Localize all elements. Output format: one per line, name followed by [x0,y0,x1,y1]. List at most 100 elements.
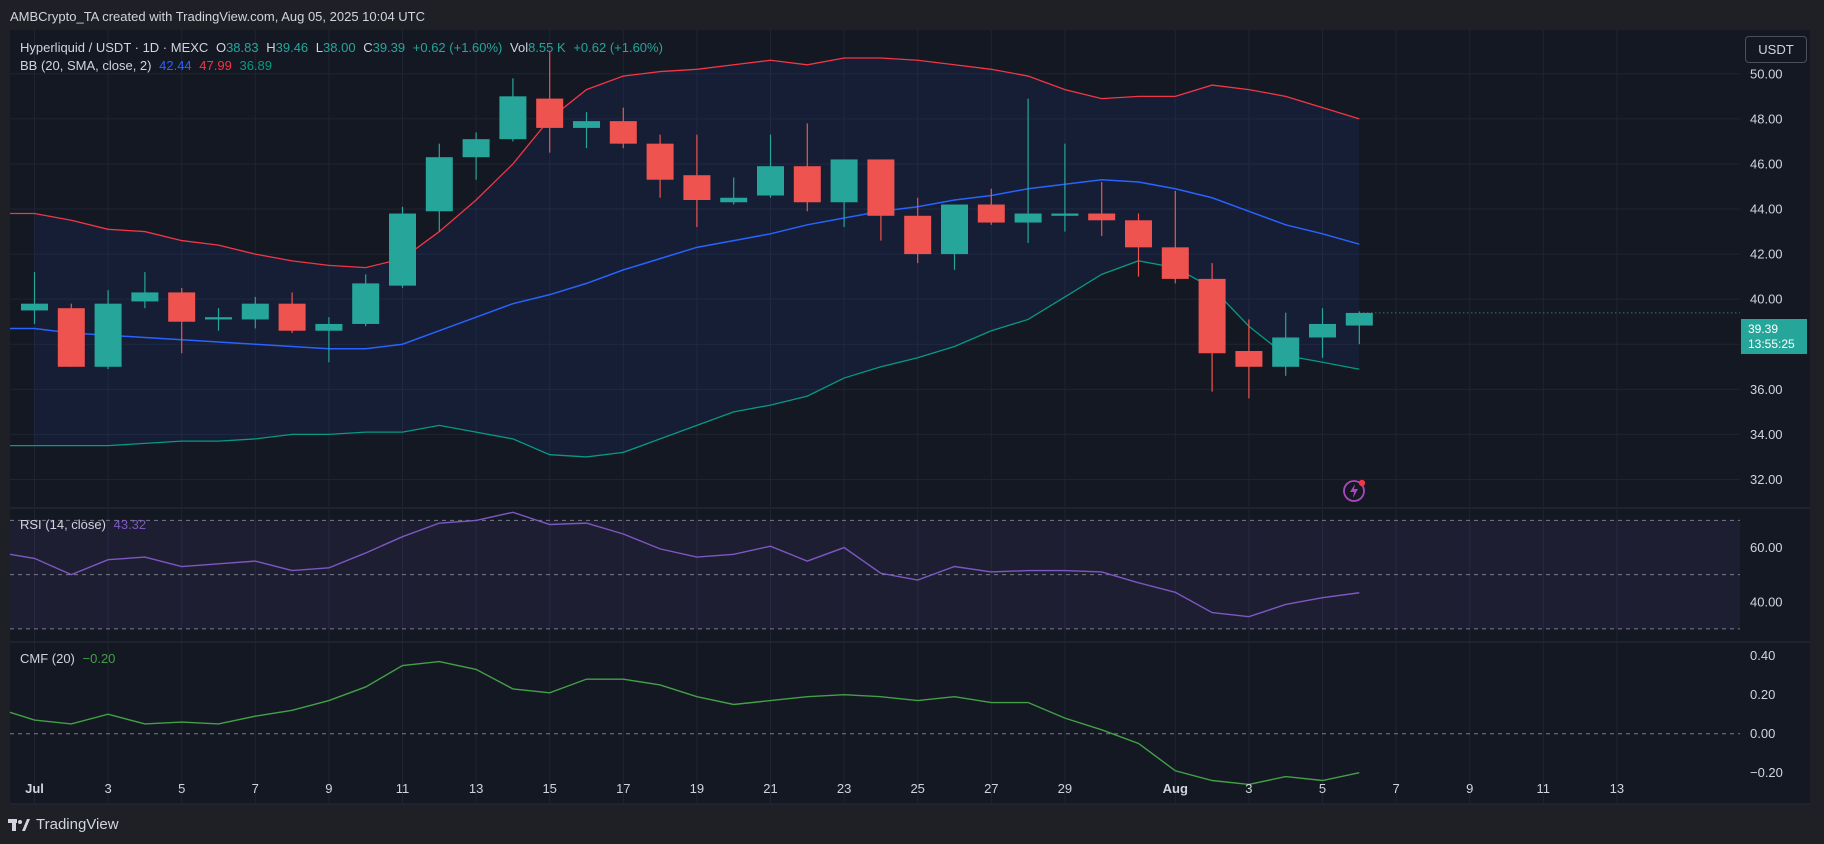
candle-body [941,204,968,255]
candle-body [1272,337,1300,367]
candle-body [21,303,48,311]
candle-body [1161,247,1189,279]
bar-countdown: 13:55:25 [1748,337,1795,351]
open-label: O [215,40,227,55]
vol-label: Vol [510,40,529,55]
x-tick-label: 23 [837,781,851,796]
y-tick-label: 44.00 [1750,202,1783,217]
candle-body [241,303,269,320]
rsi-value: 43.32 [113,517,147,532]
x-tick-label: 13 [1610,781,1624,796]
currency-button[interactable]: USDT [1745,36,1807,63]
x-tick-label: 5 [178,781,185,796]
candle [573,112,600,149]
candle [241,296,269,329]
candle-body [315,323,343,331]
y-tick-label: 36.00 [1750,382,1783,397]
cmf-tick-label: 0.40 [1750,648,1775,663]
candle [904,197,932,264]
y-tick-label: 34.00 [1750,427,1783,442]
candle [1125,213,1152,277]
candle [462,132,490,180]
candle [867,159,895,241]
cmf-value: −0.20 [82,651,116,666]
candle-body [793,166,821,203]
bb-legend: BB (20, SMA, close, 2) 42.44 47.99 36.89 [20,58,276,73]
symbol-label: Hyperliquid / USDT · 1D · MEXC [20,40,209,55]
last-price-value: 39.39 [1748,322,1779,336]
candle [830,159,858,228]
candle [315,317,343,363]
alert-icon[interactable] [1342,478,1368,504]
candle-body [720,197,748,203]
cmf-label: CMF (20) [20,651,75,666]
main-legend: Hyperliquid / USDT · 1D · MEXC O38.83 H3… [20,40,667,55]
candle [1088,181,1116,237]
chart-credit: AMBCrypto_TA created with TradingView.co… [10,9,426,24]
candle-body [646,143,674,180]
candle [977,188,1005,225]
candle-body [1309,323,1336,338]
candle [389,206,416,288]
candle-body [1235,351,1263,367]
candle-body [757,166,784,196]
candle-body [1198,278,1226,354]
x-tick-label: 13 [469,781,483,796]
rsi-legend: RSI (14, close) 43.32 [20,517,150,532]
candles [21,51,1740,399]
x-tick-label: 25 [910,781,924,796]
cmf-tick-label: −0.20 [1750,765,1783,780]
x-tick-label: 7 [252,781,259,796]
vol-value: 8.55 K [528,40,566,55]
candle [683,134,711,228]
candle [131,272,159,309]
footer-brand: TradingView [36,816,119,833]
candle-body [536,98,564,128]
rsi-tick-label: 40.00 [1750,594,1783,609]
bb-band-fill [34,58,1360,457]
bb-fill [34,58,1360,457]
candle-body [683,175,711,201]
y-tick-label: 46.00 [1750,156,1783,171]
last-price-badge: 39.39 13:55:25 [1741,319,1807,354]
y-tick-label: 48.00 [1750,111,1783,126]
rsi-label: RSI (14, close) [20,517,106,532]
bb-basis-line [10,178,1360,350]
x-tick-label: 5 [1319,781,1326,796]
y-tick-label: 42.00 [1750,247,1783,262]
candle-body [1345,312,1373,326]
y-tick-label: 32.00 [1750,472,1783,487]
candle-body [168,292,196,322]
candle-body [1088,213,1116,221]
close-label: C [363,40,373,55]
candle-body [131,292,159,302]
tradingview-logo-icon [8,818,30,831]
candle [1309,308,1336,358]
cmf-tick-label: 0.00 [1750,726,1775,741]
candle [499,78,527,142]
candle [21,272,48,324]
candle [793,123,821,212]
high-value: 39.46 [275,40,309,55]
cmf-legend: CMF (20) −0.20 [20,651,119,666]
x-tick-label: 11 [1537,781,1551,796]
low-label: L [315,40,324,55]
x-tick-label: 19 [690,781,704,796]
candle-body [389,213,416,286]
bb-lower-value: 36.89 [239,58,273,73]
candle [57,303,85,367]
candle-body [1051,213,1079,216]
candle [1235,319,1263,399]
x-tick-label: 3 [1245,781,1252,796]
x-tick-label: 15 [542,781,556,796]
y-tick-label: 40.00 [1750,292,1783,307]
candle [168,287,196,354]
candle [941,204,968,270]
candle [1161,190,1189,284]
close-value: 39.39 [372,40,406,55]
open-value: 38.83 [226,40,259,55]
candle [536,51,564,153]
candle-body [1125,220,1152,248]
x-tick-label: 9 [1466,781,1473,796]
